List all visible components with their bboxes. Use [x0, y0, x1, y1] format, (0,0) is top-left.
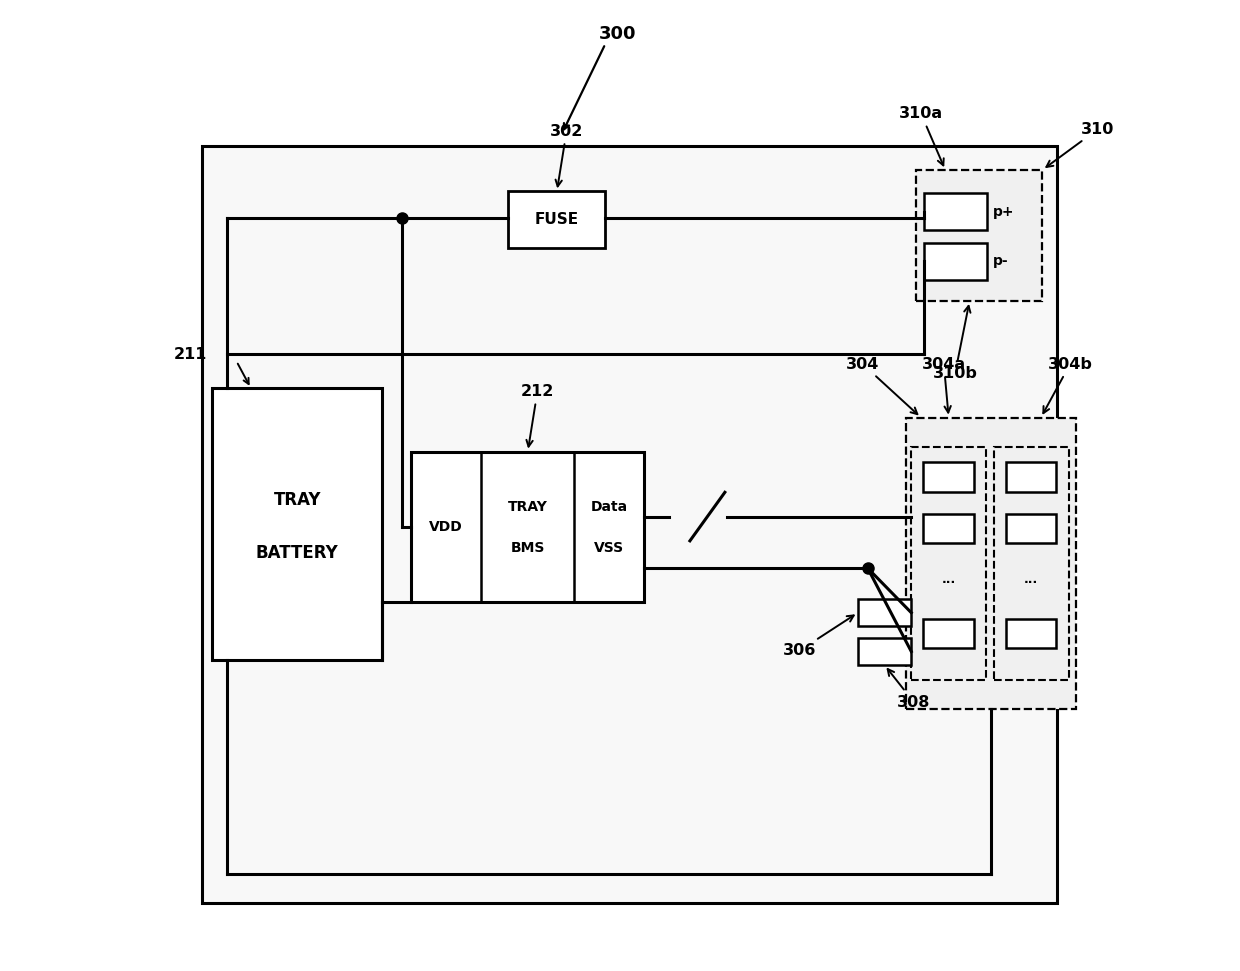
Text: ...: ... [1024, 573, 1038, 586]
Text: VDD: VDD [429, 519, 463, 534]
Bar [212, 388, 382, 660]
Text: p+: p+ [993, 205, 1014, 218]
Text: p-: p- [993, 254, 1008, 268]
Text: 310b: 310b [932, 306, 977, 382]
Text: TRAY: TRAY [273, 491, 321, 509]
Bar [916, 170, 1043, 301]
Bar [1006, 462, 1056, 491]
Text: 310: 310 [1047, 121, 1115, 167]
Bar [924, 193, 987, 230]
Text: BATTERY: BATTERY [255, 545, 339, 562]
Bar [924, 619, 973, 648]
Bar [906, 418, 1076, 709]
Bar [924, 462, 973, 491]
Bar [924, 243, 987, 280]
Text: 306: 306 [782, 616, 854, 658]
Bar [911, 447, 986, 680]
Text: 310a: 310a [899, 106, 944, 165]
Text: 211: 211 [174, 347, 207, 362]
Text: ...: ... [941, 573, 956, 586]
Text: TRAY: TRAY [508, 500, 548, 515]
Bar [202, 146, 1056, 903]
Bar [993, 447, 1069, 680]
Bar [1006, 619, 1056, 648]
Text: VSS: VSS [594, 541, 625, 555]
Bar [858, 599, 911, 626]
Bar [508, 191, 605, 248]
Text: 308: 308 [888, 669, 930, 710]
Text: 212: 212 [521, 384, 554, 447]
Text: BMS: BMS [511, 541, 544, 555]
Bar [858, 638, 911, 665]
Bar [1006, 514, 1056, 543]
Bar [924, 514, 973, 543]
Text: FUSE: FUSE [534, 212, 579, 227]
Text: 304b: 304b [1043, 356, 1092, 414]
Bar [412, 452, 645, 602]
Text: 304: 304 [846, 356, 918, 415]
Text: 300: 300 [599, 25, 636, 43]
Text: Data: Data [590, 500, 627, 515]
Text: 302: 302 [549, 123, 583, 186]
Text: 304a: 304a [921, 356, 966, 413]
